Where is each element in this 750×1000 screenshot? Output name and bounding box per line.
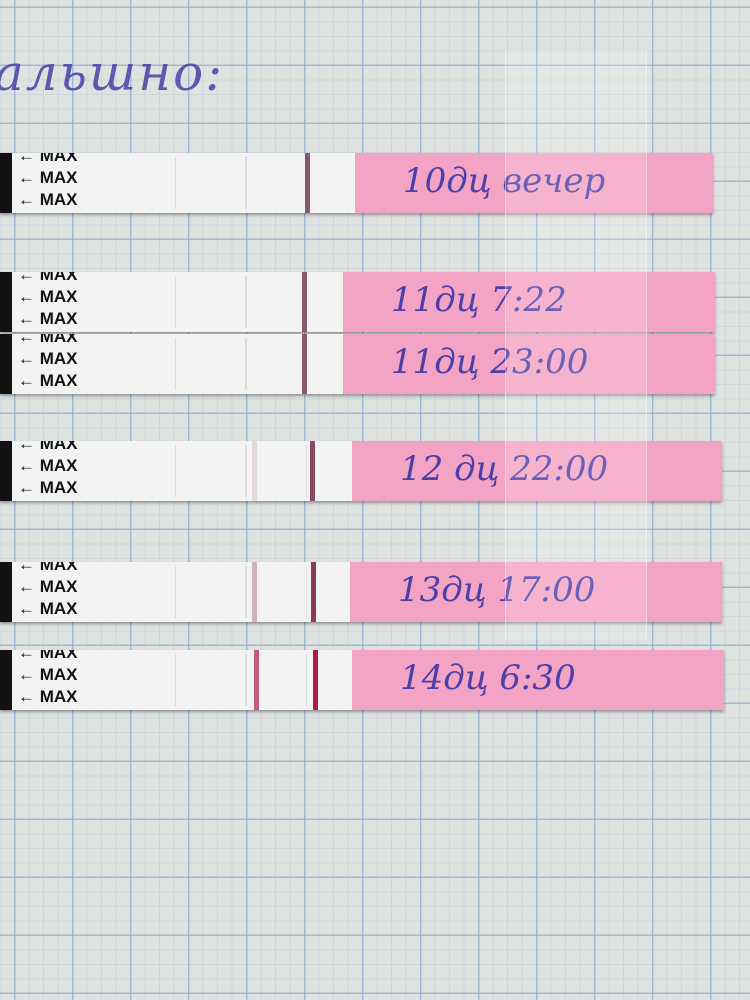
strip-window (245, 157, 307, 209)
control-line (311, 562, 316, 622)
max-marker: ← MAX (18, 190, 78, 209)
max-marker: ← MAX (18, 287, 78, 306)
strip-handle: 14дц 6:30 (352, 650, 724, 710)
strip-window (245, 445, 307, 497)
control-line (305, 153, 310, 213)
test-line (252, 562, 257, 622)
max-marker: ← MAX (18, 562, 78, 574)
strip-end (0, 562, 12, 622)
strip-handle: 10дц вечер (355, 153, 713, 213)
max-marker: ← MAX (18, 650, 78, 662)
max-marker: ← MAX (18, 665, 78, 684)
max-marker: ← MAX (18, 441, 78, 453)
handwritten-heading: альшно: (0, 44, 225, 102)
strip-end (0, 441, 12, 501)
strip-window (245, 276, 307, 328)
strip-window (175, 276, 247, 328)
max-markers: ← MAX ← MAX ← MAX (18, 441, 78, 499)
strip-end (0, 334, 12, 394)
max-marker: ← MAX (18, 272, 78, 284)
adhesive-tape (505, 50, 647, 640)
strip-end (0, 650, 12, 710)
strip-label: 11дц 23:00 (391, 342, 589, 382)
max-marker: ← MAX (18, 309, 78, 328)
max-marker: ← MAX (18, 168, 78, 187)
strip-end (0, 153, 12, 213)
strip-window (175, 654, 247, 706)
strip-window (245, 654, 307, 706)
max-markers: ← MAX ← MAX ← MAX (18, 334, 78, 392)
max-marker: ← MAX (18, 478, 78, 497)
strip-label: 14дц 6:30 (400, 658, 576, 698)
ovulation-test-strip: ← MAX ← MAX ← MAX 13дц 17:00 (0, 562, 722, 622)
strip-window (175, 338, 247, 390)
max-marker: ← MAX (18, 334, 78, 346)
strip-window (245, 338, 307, 390)
max-marker: ← MAX (18, 456, 78, 475)
ovulation-test-strip: ← MAX ← MAX ← MAX 14дц 6:30 (0, 650, 724, 710)
ovulation-test-strip: ← MAX ← MAX ← MAX 10дц вечер (0, 153, 713, 213)
max-marker: ← MAX (18, 599, 78, 618)
ovulation-test-strip: ← MAX ← MAX ← MAX 11дц 23:00 (0, 334, 715, 394)
control-line (313, 650, 318, 710)
max-marker: ← MAX (18, 371, 78, 390)
strip-handle: 13дц 17:00 (350, 562, 722, 622)
strip-label: 10дц вечер (403, 161, 606, 201)
max-marker: ← MAX (18, 577, 78, 596)
strip-handle: 12 дц 22:00 (352, 441, 722, 501)
strip-label: 13дц 17:00 (398, 570, 596, 610)
ovulation-test-strip: ← MAX ← MAX ← MAX 12 дц 22:00 (0, 441, 722, 501)
strip-window (175, 445, 247, 497)
max-marker: ← MAX (18, 153, 78, 165)
strip-window (175, 157, 247, 209)
strip-window (175, 566, 247, 618)
max-markers: ← MAX ← MAX ← MAX (18, 272, 78, 330)
ovulation-test-strip: ← MAX ← MAX ← MAX 11дц 7:22 (0, 272, 715, 332)
strip-handle: 11дц 7:22 (343, 272, 715, 332)
strip-label: 11дц 7:22 (391, 280, 567, 320)
max-markers: ← MAX ← MAX ← MAX (18, 562, 78, 620)
max-marker: ← MAX (18, 349, 78, 368)
max-marker: ← MAX (18, 687, 78, 706)
strip-window (245, 566, 307, 618)
control-line (302, 334, 307, 394)
max-markers: ← MAX ← MAX ← MAX (18, 153, 78, 211)
test-line (254, 650, 259, 710)
max-markers: ← MAX ← MAX ← MAX (18, 650, 78, 708)
strip-label: 12 дц 22:00 (400, 449, 609, 489)
test-line (252, 441, 257, 501)
strip-end (0, 272, 12, 332)
control-line (302, 272, 307, 332)
control-line (310, 441, 315, 501)
strip-handle: 11дц 23:00 (343, 334, 715, 394)
